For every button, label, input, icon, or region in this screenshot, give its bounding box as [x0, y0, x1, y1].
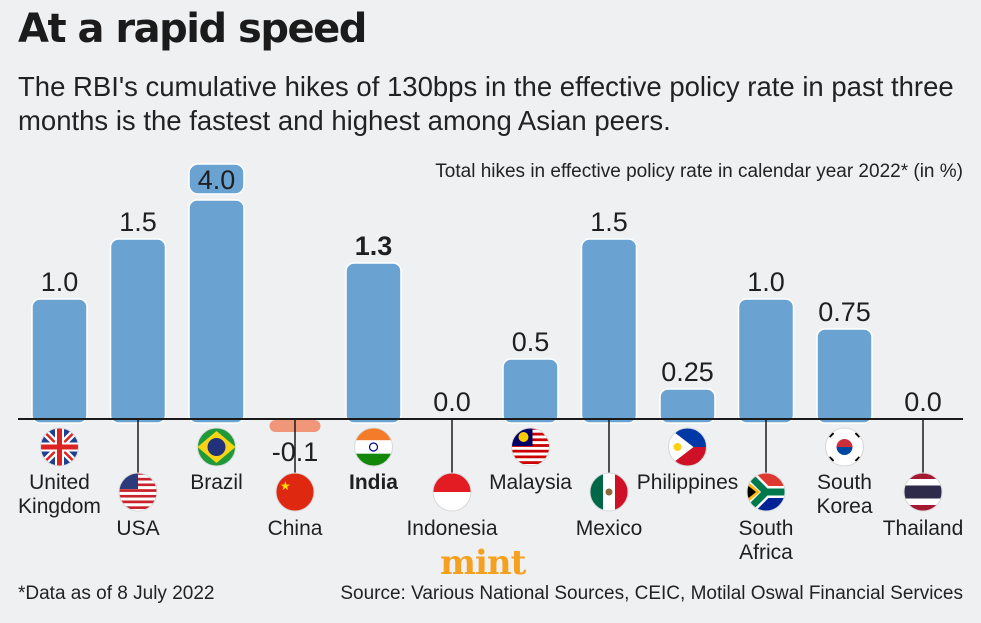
thailand-flag-icon	[903, 472, 943, 512]
bar-group	[502, 358, 559, 424]
bar	[502, 358, 559, 424]
bar	[31, 298, 88, 424]
bar	[188, 199, 245, 424]
bar	[345, 262, 402, 424]
category-label: Philippines	[637, 471, 739, 494]
category-label: South	[739, 517, 794, 540]
uk-flag-icon	[40, 427, 79, 467]
category-label: Malaysia	[489, 471, 572, 494]
footnote: *Data as of 8 July 2022	[18, 583, 215, 604]
value-label: 1.5	[590, 207, 628, 237]
svg-text:★: ★	[280, 479, 291, 493]
chart-unit-label: Total hikes in effective policy rate in …	[435, 161, 963, 182]
category-label: India	[349, 471, 398, 494]
category-label: Kingdom	[18, 495, 101, 518]
brazil-flag-icon	[197, 427, 236, 467]
category-label: Africa	[739, 541, 793, 564]
category-label: Thailand	[883, 517, 964, 540]
china-flag-icon: ★	[275, 472, 315, 512]
bar-group	[737, 298, 795, 424]
usa-flag-icon	[118, 472, 158, 512]
india-flag-icon	[354, 427, 393, 467]
bar-group	[816, 328, 873, 424]
bar-group	[345, 262, 402, 424]
chart-title: At a rapid speed	[18, 6, 367, 52]
category-label: South	[817, 471, 872, 494]
malaysia-flag-icon	[511, 427, 550, 467]
category-label: United	[29, 471, 90, 494]
philippines-flag-icon	[668, 427, 707, 467]
category-label: Brazil	[190, 471, 243, 494]
value-label: 0.0	[904, 387, 942, 417]
value-label: 0.0	[433, 387, 471, 417]
value-label: 0.25	[661, 357, 714, 387]
value-label: 1.0	[747, 267, 785, 297]
value-badge	[188, 163, 245, 195]
south-korea-flag-icon	[825, 427, 864, 467]
value-label: 1.5	[119, 207, 157, 237]
category-label: Korea	[816, 495, 872, 518]
value-label: 0.75	[818, 297, 871, 327]
bar-group	[188, 199, 245, 424]
bar	[816, 328, 873, 424]
bar	[580, 238, 638, 424]
category-label: Mexico	[576, 517, 643, 540]
bar	[737, 298, 795, 424]
category-label: USA	[116, 517, 159, 540]
source-note: Source: Various National Sources, CEIC, …	[340, 583, 963, 604]
category-label: China	[268, 517, 323, 540]
chart-subtitle: The RBI's cumulative hikes of 130bps in …	[18, 71, 954, 136]
mexico-flag-icon	[589, 472, 629, 512]
south-africa-flag-icon	[746, 472, 786, 512]
value-label: 0.5	[512, 327, 550, 357]
value-label: 1.3	[355, 231, 393, 261]
value-label: 1.0	[41, 267, 79, 297]
bar	[659, 388, 716, 424]
value-label: 4.0	[198, 165, 236, 195]
mint-logo: mint	[440, 543, 526, 583]
indonesia-flag-icon	[432, 472, 472, 512]
bar-group	[31, 298, 88, 424]
bar-group	[580, 238, 638, 424]
bar	[109, 238, 167, 424]
category-label: Indonesia	[406, 517, 497, 540]
bar-group	[659, 388, 716, 424]
bar-group	[109, 238, 167, 424]
